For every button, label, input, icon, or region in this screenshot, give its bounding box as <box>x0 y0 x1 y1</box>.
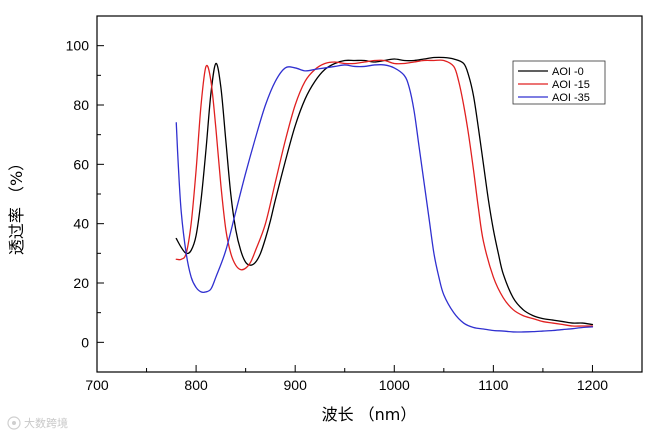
legend: AOI -0 AOI -15 AOI -35 <box>512 60 606 105</box>
series-line-aoi-0 <box>175 56 594 326</box>
y-axis-title: 透过率 （%） <box>7 155 26 255</box>
y-tick-label: 60 <box>73 156 89 172</box>
watermark-text: 大数跨境 <box>24 416 68 430</box>
x-axis-title: 波长 （nm） <box>322 405 417 424</box>
x-tick-label: 1000 <box>379 377 410 393</box>
y-tick-label: 80 <box>73 97 89 113</box>
watermark: 大数跨境 <box>7 416 68 430</box>
series-layer <box>175 56 594 333</box>
legend-label-aoi-0: AOI -0 <box>552 66 584 78</box>
y-tick-label: 0 <box>81 334 89 350</box>
y-tick-label: 40 <box>73 216 89 232</box>
x-tick-label: 900 <box>284 377 308 393</box>
y-axis: 0 20 40 60 80 100 <box>66 15 104 373</box>
x-tick-label: 700 <box>85 377 109 393</box>
x-axis: 700 800 900 1000 1100 1200 <box>85 365 643 393</box>
x-tick-label: 800 <box>184 377 208 393</box>
series-line-aoi-35 <box>175 64 594 333</box>
series-line-aoi-15 <box>175 59 594 327</box>
y-tick-label: 20 <box>73 275 89 291</box>
legend-label-aoi-15: AOI -15 <box>552 79 590 91</box>
watermark-logo-icon <box>7 416 21 430</box>
x-tick-label: 1100 <box>478 377 508 393</box>
x-tick-label: 1200 <box>577 377 608 393</box>
legend-label-aoi-35: AOI -35 <box>552 92 590 104</box>
y-tick-label: 100 <box>66 38 90 54</box>
